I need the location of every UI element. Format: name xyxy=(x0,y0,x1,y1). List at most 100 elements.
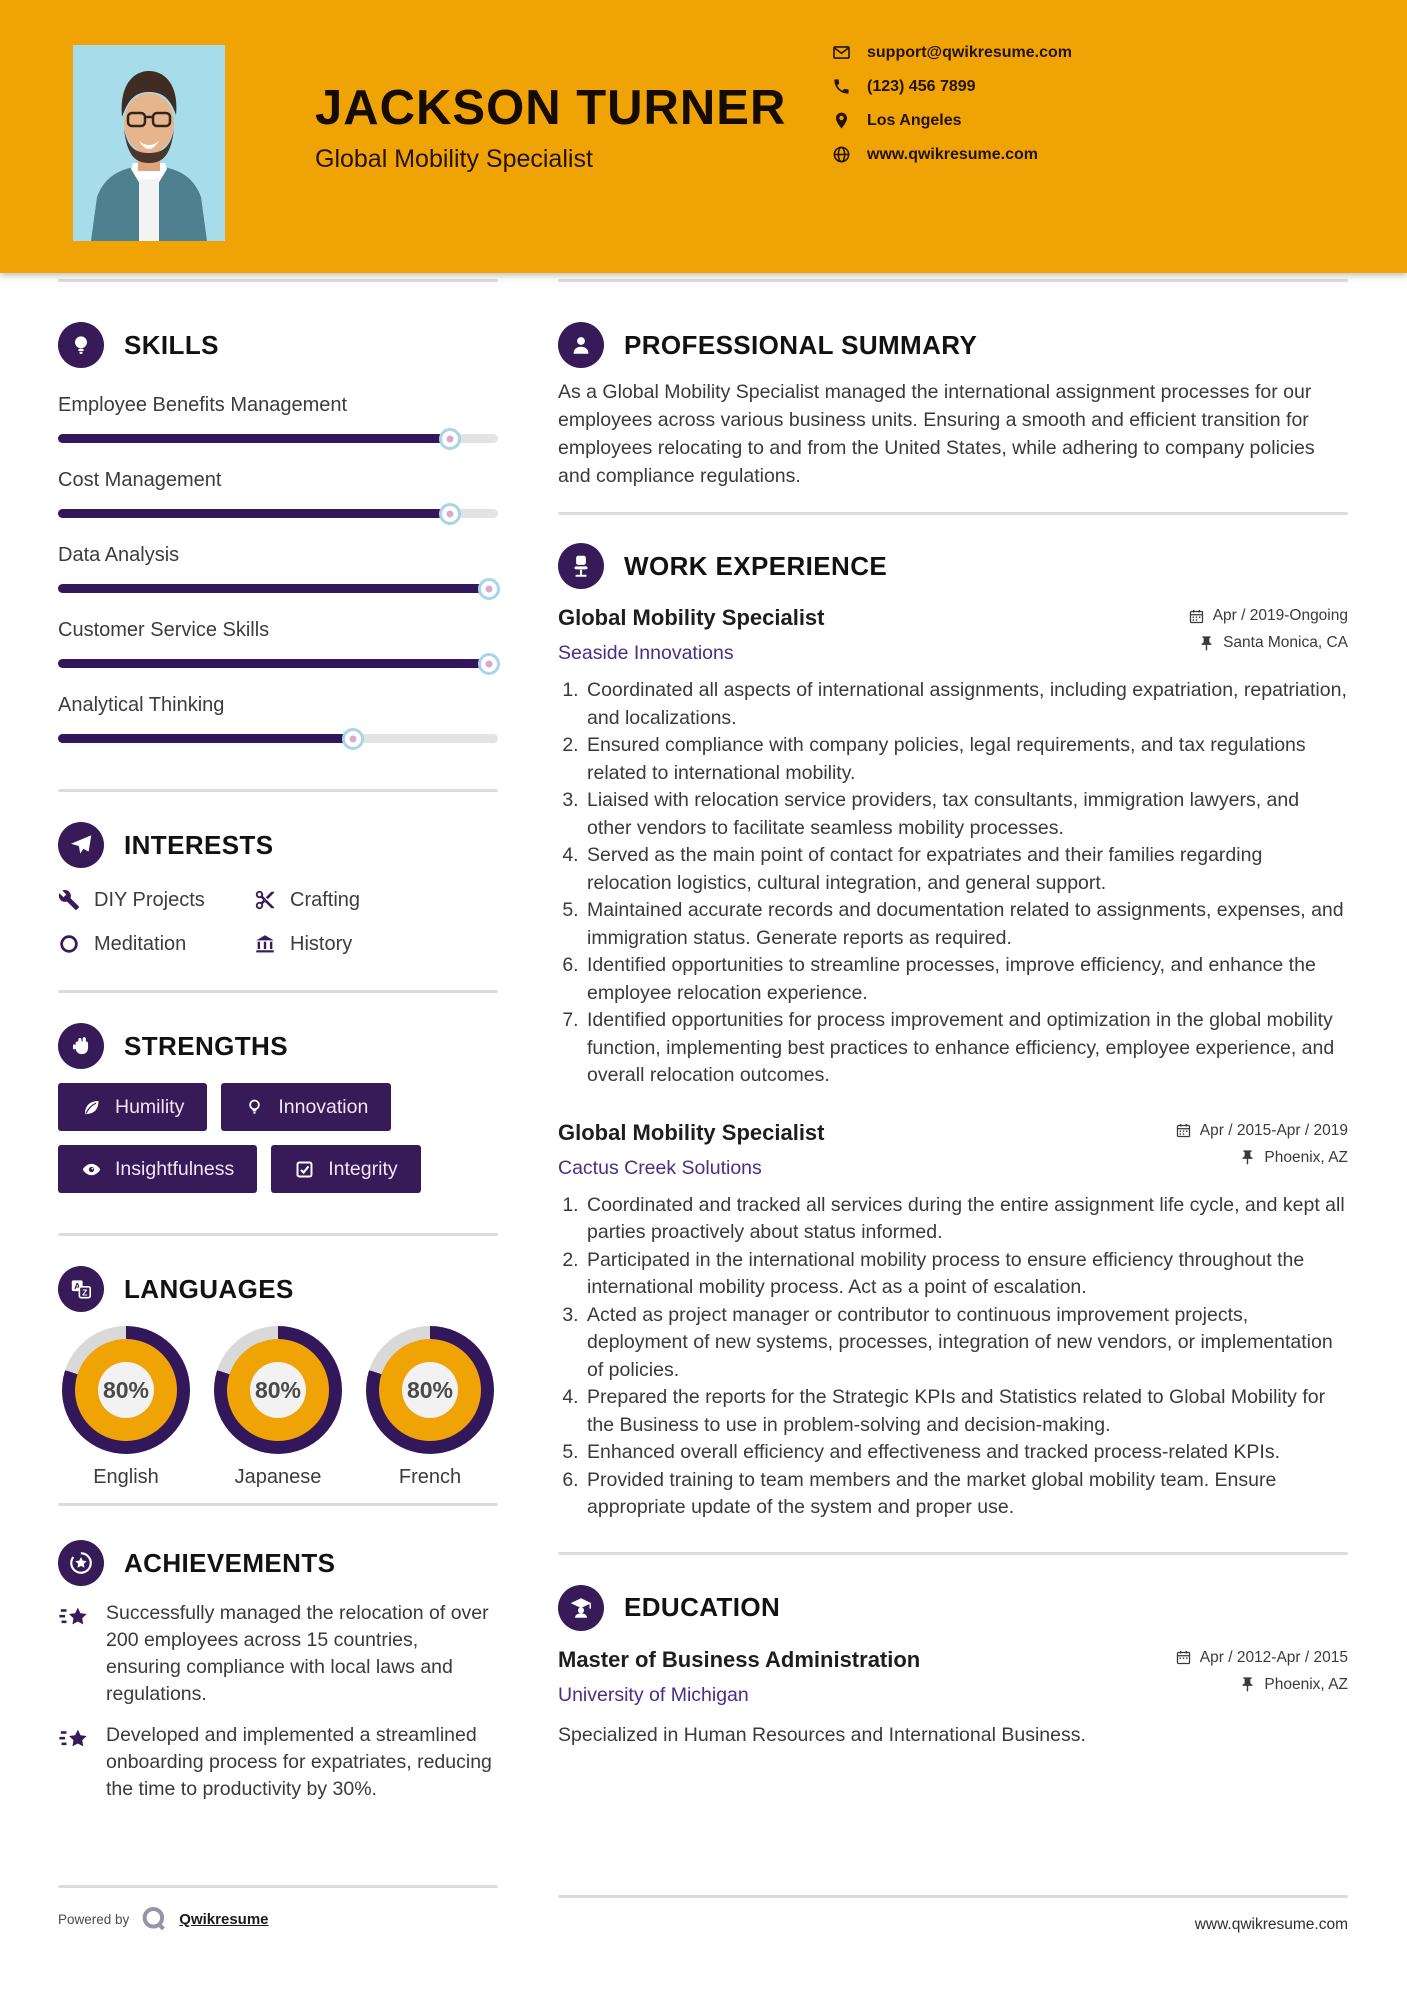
job-dates: Apr / 2019-Ongoing xyxy=(1188,607,1348,625)
job-company-link[interactable]: Seaside Innovations xyxy=(558,642,734,664)
job-entry: Global Mobility Specialist Cactus Creek … xyxy=(558,1118,1348,1522)
language-label: Japanese xyxy=(234,1466,322,1488)
achievements-section-header: ACHIEVEMENTS xyxy=(58,1540,498,1586)
language-percent: 80% xyxy=(254,1376,302,1403)
contact-website-text[interactable]: www.qwikresume.com xyxy=(867,145,1039,163)
left-column: SKILLS Employee Benefits Management Cost… xyxy=(58,279,501,1934)
location-icon xyxy=(835,112,848,129)
bulb-icon xyxy=(249,1099,261,1114)
museum-icon xyxy=(256,935,274,953)
check-square-icon xyxy=(296,1161,313,1177)
skill-item: Analytical Thinking xyxy=(58,690,498,750)
education-title: EDUCATION xyxy=(624,1592,781,1622)
language-percent: 80% xyxy=(102,1376,150,1403)
contact-website: www.qwikresume.com xyxy=(832,144,1072,165)
education-location: Phoenix, AZ xyxy=(1175,1676,1348,1694)
language-label: English xyxy=(93,1466,159,1488)
strength-label: Humility xyxy=(115,1095,185,1118)
language-donut-chart: 80% xyxy=(62,1326,190,1454)
skill-item: Cost Management xyxy=(58,465,498,525)
bullet-item: Served as the main point of contact for … xyxy=(584,842,1348,897)
skill-item: Customer Service Skills xyxy=(58,615,501,675)
divider xyxy=(58,1233,498,1236)
job-dates-text: Apr / 2015-Apr / 2019 xyxy=(1199,1121,1348,1139)
profile-photo-illustration xyxy=(73,45,225,241)
job-location: Santa Monica, CA xyxy=(1188,634,1348,652)
strengths-section-header: STRENGTHS xyxy=(58,1023,498,1069)
skill-bar xyxy=(58,577,501,600)
education-dates: Apr / 2012-Apr / 2015 xyxy=(1175,1649,1348,1667)
slider-handle[interactable] xyxy=(478,652,501,675)
job-dates-text: Apr / 2019-Ongoing xyxy=(1212,607,1348,624)
slider-handle[interactable] xyxy=(438,427,461,450)
wrench-icon xyxy=(58,890,80,911)
language-donut-chart: 80% xyxy=(366,1326,494,1454)
language-item: 80% French xyxy=(364,1326,496,1489)
divider xyxy=(558,512,1348,515)
skill-label: Analytical Thinking xyxy=(58,694,225,716)
language-label: French xyxy=(398,1466,462,1488)
medal-star-icon xyxy=(58,1540,104,1586)
language-item: 80% Japanese xyxy=(212,1326,344,1489)
skill-label: Cost Management xyxy=(58,469,222,491)
skills-title: SKILLS xyxy=(124,329,219,360)
summary-text: As a Global Mobility Specialist managed … xyxy=(558,381,1315,487)
footer-website-link[interactable]: www.qwikresume.com xyxy=(1194,1916,1348,1933)
languages-title: LANGUAGES xyxy=(124,1273,294,1304)
bullet-item: Coordinated all aspects of international… xyxy=(584,677,1348,732)
header: JACKSON TURNER Global Mobility Specialis… xyxy=(0,0,1407,273)
bullet-item: Maintained accurate records and document… xyxy=(584,897,1348,952)
qwikresume-logo xyxy=(142,1907,166,1931)
qwikresume-link[interactable]: Qwikresume xyxy=(179,1910,269,1928)
footer-right: www.qwikresume.com xyxy=(558,1895,1348,1934)
email-icon xyxy=(833,46,850,59)
slider-handle[interactable] xyxy=(341,727,364,750)
job-location-text: Phoenix, AZ xyxy=(1264,1148,1348,1166)
bullet-item: Identified opportunities to streamline p… xyxy=(584,952,1348,1007)
education-note: Specialized in Human Resources and Inter… xyxy=(558,1723,1086,1746)
interests-section-header: INTERESTS xyxy=(58,822,498,868)
skill-label: Customer Service Skills xyxy=(58,619,270,641)
interests-title: INTERESTS xyxy=(124,829,274,860)
job-title: Global Mobility Specialist xyxy=(558,1119,825,1145)
bullet-item: Provided training to team members and th… xyxy=(584,1467,1348,1522)
interest-label: Crafting xyxy=(290,888,361,911)
strength-label: Insightfulness xyxy=(115,1157,235,1180)
office-chair-icon xyxy=(558,543,604,589)
calendar-icon xyxy=(1176,1123,1190,1138)
bullet-item: Coordinated and tracked all services dur… xyxy=(584,1192,1348,1247)
bullet-item: Prepared the reports for the Strategic K… xyxy=(584,1384,1348,1439)
slider-handle[interactable] xyxy=(438,502,461,525)
paper-plane-icon xyxy=(58,822,104,868)
achievements-title: ACHIEVEMENTS xyxy=(124,1547,336,1578)
contact-location-text: Los Angeles xyxy=(867,111,962,129)
powered-by-label: Powered by xyxy=(58,1911,130,1927)
interest-label: Meditation xyxy=(94,932,187,955)
job-entry: Global Mobility Specialist Seaside Innov… xyxy=(558,603,1348,1090)
interest-label: History xyxy=(290,932,353,955)
summary-title: PROFESSIONAL SUMMARY xyxy=(624,329,978,360)
job-company-link[interactable]: Cactus Creek Solutions xyxy=(558,1156,762,1179)
person-role: Global Mobility Specialist xyxy=(315,144,593,173)
phone-icon xyxy=(834,79,849,94)
divider xyxy=(558,1895,1348,1898)
divider xyxy=(58,990,498,993)
skill-item: Data Analysis xyxy=(58,540,501,600)
bullet-item: Enhanced overall efficiency and effectiv… xyxy=(584,1439,1348,1467)
divider xyxy=(58,789,498,792)
slider-handle[interactable] xyxy=(478,577,501,600)
interest-item: Crafting xyxy=(254,882,498,918)
skills-section-header: SKILLS xyxy=(58,322,498,368)
skill-item: Employee Benefits Management xyxy=(58,390,498,450)
language-percent: 80% xyxy=(406,1376,454,1403)
skill-bar xyxy=(58,727,498,750)
education-school-link[interactable]: University of Michigan xyxy=(558,1683,749,1706)
contact-email-text[interactable]: support@qwikresume.com xyxy=(867,43,1072,61)
contact-phone: (123) 456 7899 xyxy=(832,76,1072,97)
shooting-star-icon xyxy=(59,1729,87,1747)
bullet-item: Participated in the international mobili… xyxy=(584,1247,1348,1302)
contact-list: support@qwikresume.com (123) 456 7899 Lo… xyxy=(832,42,1072,165)
achievement-text: Developed and implemented a streamlined … xyxy=(106,1724,492,1800)
education-entry: Master of Business Administration Univer… xyxy=(558,1645,1348,1749)
pushpin-icon xyxy=(1242,1677,1253,1692)
